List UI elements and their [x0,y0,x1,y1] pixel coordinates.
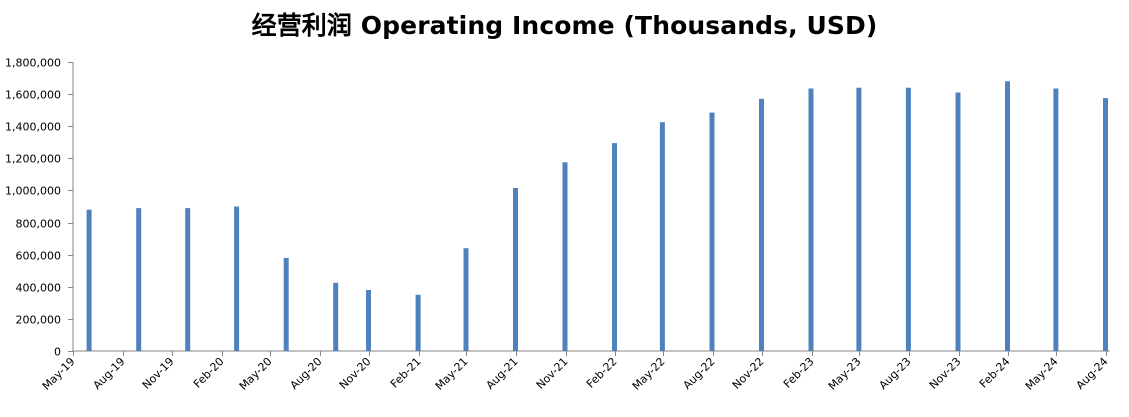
x-tick-label: Nov-21 [534,355,571,392]
x-tick-label: May-21 [433,355,471,393]
bar [136,208,142,351]
bar [808,88,814,351]
bar [283,257,289,351]
y-tick-label: 1,800,000 [5,57,61,70]
y-tick-label: 400,000 [16,282,62,295]
x-tick-label: May-23 [826,355,864,393]
x-tick-label: Nov-20 [337,355,374,392]
bar [562,162,568,351]
bar [1103,98,1108,351]
bar [1005,81,1010,352]
bar [463,248,469,351]
bar [234,206,240,351]
x-tick-label: Feb-23 [781,355,817,391]
x-tick-label: Feb-21 [388,355,424,391]
x-tick-label: May-19 [40,355,78,393]
x-tick-label: May-22 [630,355,668,393]
bar [415,294,421,351]
bar [185,208,191,351]
x-tick-label: Aug-23 [877,355,914,392]
x-tick-label: May-20 [237,355,275,393]
bar [905,87,911,351]
x-tick-label: Feb-20 [191,355,227,391]
bar [856,87,862,351]
chart-title: 经营利润 Operating Income (Thousands, USD) [251,11,878,40]
x-tick-label: Nov-19 [140,355,177,392]
bar [513,188,518,351]
bar [659,122,665,351]
y-tick-label: 1,200,000 [5,153,61,166]
x-tick-label: Feb-22 [584,355,620,391]
x-tick-label: Aug-24 [1074,355,1111,392]
x-tick-label: Nov-23 [927,355,964,392]
x-tick-label: Aug-20 [288,355,325,392]
x-tick-label: May-24 [1023,355,1061,393]
bar [86,209,92,351]
y-tick-label: 1,400,000 [5,121,61,134]
bar [759,98,764,352]
y-tick-label: 1,000,000 [5,185,61,198]
bar [709,112,715,351]
x-tick-label: Aug-22 [681,355,718,392]
x-tick-label: Nov-22 [730,355,767,392]
y-tick-label: 800,000 [16,218,62,231]
y-tick-label: 0 [54,346,61,359]
bar [333,282,339,351]
y-tick-label: 200,000 [16,314,62,327]
bar [955,92,961,351]
y-tick-label: 600,000 [16,250,62,263]
y-tick-label: 1,600,000 [5,89,61,102]
bar [1053,88,1059,351]
bar [612,143,617,351]
x-tick-label: Aug-19 [91,355,128,392]
bar [366,290,371,351]
x-tick-label: Aug-21 [484,355,521,392]
x-tick-label: Feb-24 [977,355,1013,391]
